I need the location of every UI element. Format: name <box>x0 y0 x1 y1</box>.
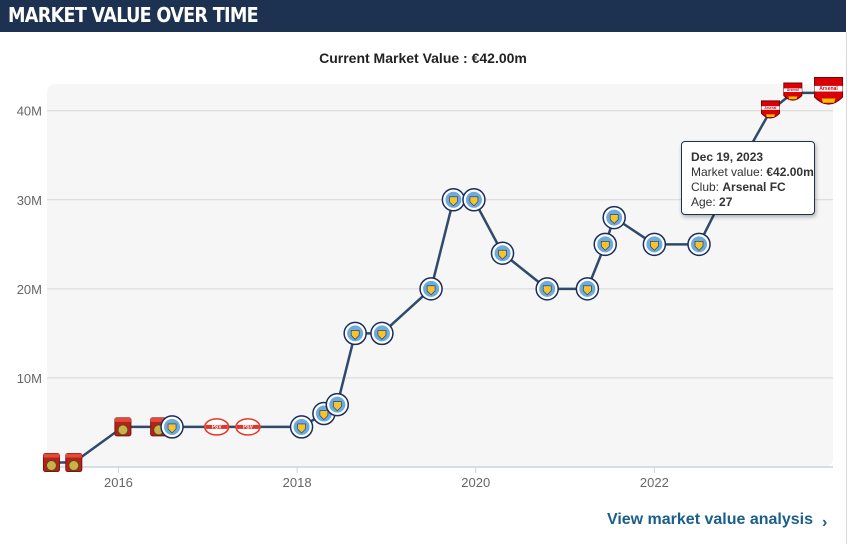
data-point-man-city[interactable] <box>602 205 626 230</box>
man-city-shield <box>469 196 479 207</box>
section-title: MARKET VALUE OVER TIME <box>8 3 259 27</box>
old-club-badge-emblem <box>117 424 129 436</box>
chart-tooltip: Dec 19, 2023 Market value: €42.00m Club:… <box>681 141 815 215</box>
arsenal-badge-text: Arsenal <box>765 106 777 110</box>
man-city-shield <box>297 423 306 434</box>
y-tick-label: 20M <box>17 282 42 297</box>
man-city-shield <box>319 410 329 420</box>
data-point-man-city[interactable] <box>490 241 515 265</box>
chevron-right-icon[interactable]: › <box>822 514 828 531</box>
data-point-man-city[interactable] <box>289 415 314 439</box>
man-city-shield <box>650 241 659 251</box>
arsenal-badge-cannon <box>821 98 836 103</box>
current-value-amount: €42.00m <box>471 50 527 66</box>
arsenal-badge-band <box>783 88 802 93</box>
data-point-arsenal[interactable]: Arsenal <box>760 100 780 119</box>
psv-badge-text: PSV <box>243 424 254 430</box>
x-tick-label: 2018 <box>283 475 312 490</box>
data-point-man-city[interactable] <box>642 232 667 257</box>
tooltip-value-row: Market value: €42.00m <box>691 165 814 180</box>
data-point-man-city[interactable] <box>462 188 486 212</box>
arsenal-badge-cannon <box>765 114 775 118</box>
psv-badge-text: PSV <box>212 424 223 430</box>
arsenal-badge-text: Arsenal <box>819 86 838 92</box>
tooltip-value: €42.00m <box>766 165 814 179</box>
data-point-man-city[interactable] <box>535 277 559 301</box>
data-point-arsenal[interactable]: Arsenal <box>814 77 844 105</box>
psv-badge-stripe <box>205 424 228 429</box>
y-tick-label: 10M <box>17 371 42 386</box>
current-value-label: Current Market Value : <box>319 50 468 66</box>
man-city-shield <box>332 401 342 412</box>
tooltip-age-label: Age: <box>691 195 716 209</box>
data-point-man-city[interactable] <box>160 415 184 439</box>
man-city-shield <box>583 285 592 296</box>
tooltip-date: Dec 19, 2023 <box>691 150 764 164</box>
tooltip-club-row: Club: Arsenal FC <box>691 180 814 195</box>
data-point-man-city[interactable] <box>343 321 367 346</box>
tooltip-age: 27 <box>719 195 733 209</box>
view-market-value-analysis-link[interactable]: View market value analysis <box>606 511 813 528</box>
data-point-psv[interactable]: PSV <box>235 418 261 436</box>
data-point-man-city[interactable] <box>441 188 466 212</box>
old-club-badge-top <box>43 453 60 458</box>
tooltip-club: Arsenal FC <box>722 180 786 194</box>
man-city-shield <box>426 285 436 296</box>
arsenal-badge-text: Arsenal <box>787 88 799 92</box>
x-tick-label: 2020 <box>461 475 490 490</box>
data-point-ajax-old[interactable] <box>42 453 60 473</box>
arsenal-badge-band <box>761 106 780 110</box>
man-city-shield <box>694 241 704 251</box>
y-tick-label: 30M <box>17 193 42 208</box>
data-point-man-city[interactable] <box>325 392 350 417</box>
x-tick-label: 2016 <box>104 475 133 490</box>
x-tick-label: 2022 <box>640 475 669 490</box>
section-header: MARKET VALUE OVER TIME <box>0 0 846 32</box>
data-point-ajax-old[interactable] <box>65 453 83 473</box>
man-city-shield <box>600 241 610 251</box>
y-tick-label: 40M <box>17 104 42 119</box>
data-point-man-city[interactable] <box>593 232 617 257</box>
data-point-man-city[interactable] <box>419 277 443 301</box>
man-city-shield <box>449 196 458 207</box>
old-club-badge-emblem <box>45 460 57 472</box>
man-city-shield <box>609 214 619 225</box>
data-point-ajax-old[interactable] <box>114 417 132 437</box>
panel-border <box>846 32 847 544</box>
man-city-shield <box>498 249 507 260</box>
old-club-badge-top <box>150 417 167 422</box>
current-market-value: Current Market Value : €42.00m <box>0 50 846 66</box>
data-point-man-city[interactable] <box>687 232 711 257</box>
tooltip-age-row: Age: 27 <box>691 195 814 210</box>
man-city-shield <box>542 285 552 296</box>
data-point-arsenal[interactable]: Arsenal <box>783 82 803 101</box>
arsenal-badge-band <box>814 85 843 92</box>
tooltip-value-label: Market value: <box>691 165 764 179</box>
man-city-shield <box>350 330 360 340</box>
data-point-man-city[interactable] <box>370 321 394 346</box>
old-club-badge-top <box>114 417 131 422</box>
arsenal-badge-cannon <box>788 96 798 100</box>
data-point-psv[interactable]: PSV <box>203 418 230 436</box>
psv-badge-stripe <box>236 424 259 429</box>
old-club-badge-top <box>65 453 82 458</box>
tooltip-club-label: Club: <box>691 180 720 194</box>
man-city-shield <box>377 330 387 340</box>
data-point-man-city[interactable] <box>575 277 600 301</box>
man-city-shield <box>167 423 177 434</box>
old-club-badge-emblem <box>68 460 80 472</box>
